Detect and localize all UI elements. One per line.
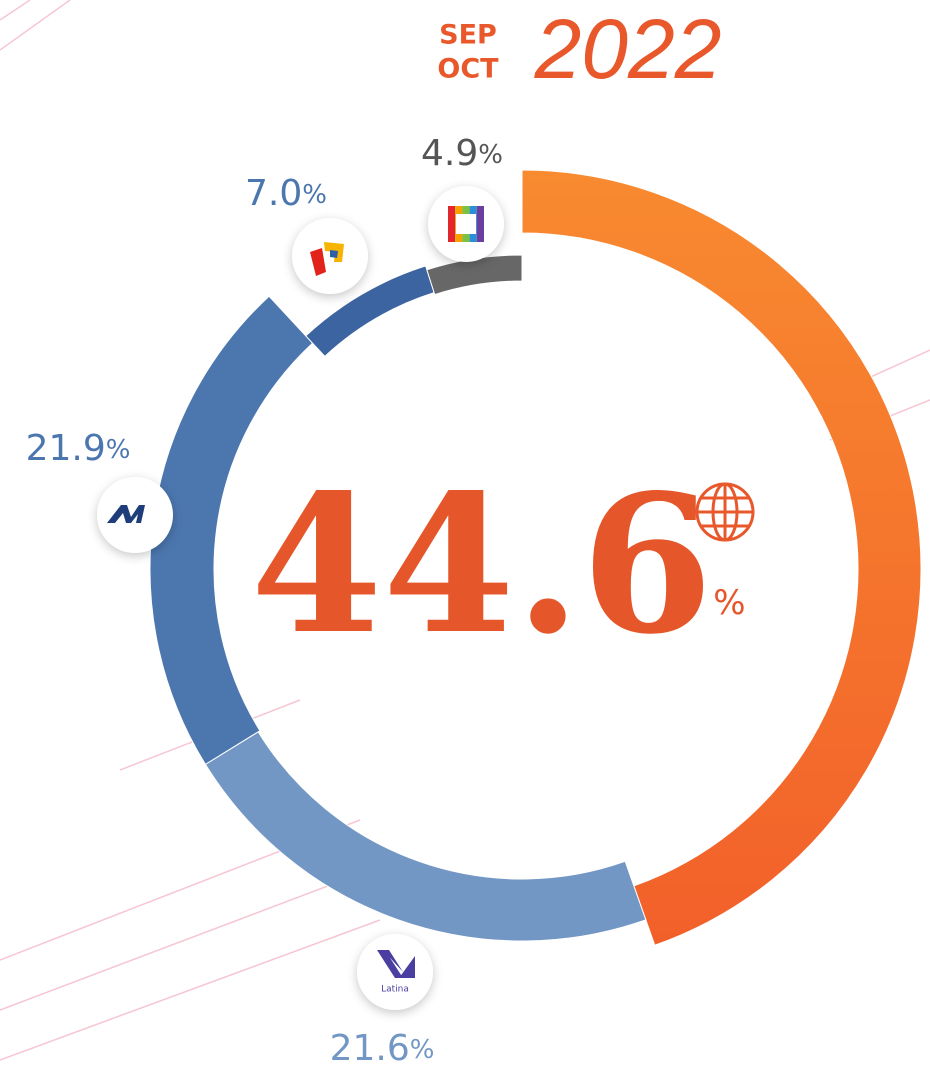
logo-text: Latina: [381, 985, 409, 995]
logo: [448, 206, 456, 242]
value-label: 4.9%: [421, 133, 503, 174]
year-label: 2022: [534, 2, 722, 96]
center-value-label: 44.6%: [250, 453, 745, 676]
logo: [456, 214, 476, 234]
value-label: 7.0%: [245, 173, 327, 214]
globe-icon: [695, 482, 755, 542]
logo: [324, 242, 344, 262]
logo: [476, 206, 484, 242]
ring: [149, 169, 922, 946]
period-label: SEP: [439, 20, 497, 51]
value-label: 21.6%: [330, 1028, 435, 1069]
donut-segment: [521, 169, 922, 946]
donut-segment: [426, 254, 523, 296]
logo: [310, 248, 326, 276]
value-label: 21.9%: [26, 428, 131, 469]
logo: [377, 950, 415, 978]
donut-segment: [204, 731, 647, 942]
donut-segment: [149, 295, 314, 766]
logo: [107, 505, 145, 523]
period-label: OCT: [437, 54, 499, 85]
logo: [330, 250, 338, 258]
labels: 44.6% 21.6% Latina 21.9% 7.0% 4.9%: [26, 133, 746, 1069]
